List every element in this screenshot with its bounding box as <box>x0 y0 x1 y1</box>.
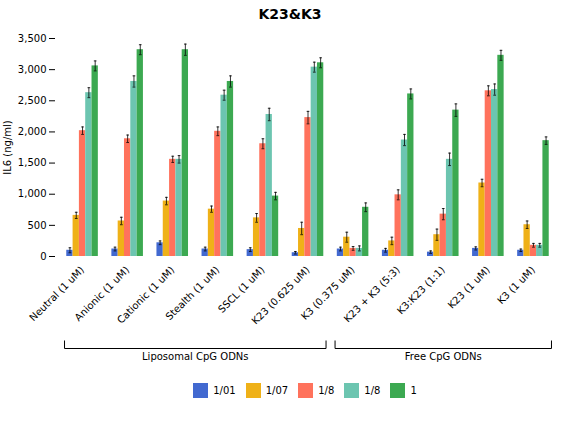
html-text:K23&K3: K23&K3 <box>258 6 322 22</box>
html-text:1: 1 <box>410 385 417 396</box>
html-text:1/07: 1/07 <box>265 385 289 396</box>
svg-text:Liposomal CpG ODNs: Liposomal CpG ODNs <box>142 351 249 362</box>
svg-text:SSCL (1 uM): SSCL (1 uM) <box>216 264 267 315</box>
svg-text:Neutral (1 uM): Neutral (1 uM) <box>27 264 87 324</box>
svg-text:3,000: 3,000 <box>18 64 47 75</box>
svg-text:K23 + K3 (5:3): K23 + K3 (5:3) <box>342 264 402 324</box>
svg-text:K23 (0.625 uM): K23 (0.625 uM) <box>249 264 312 327</box>
svg-text:K3 (0.375 uM): K3 (0.375 uM) <box>299 264 357 322</box>
svg-text:1,000: 1,000 <box>18 188 47 199</box>
svg-text:Anionic (1 uM): Anionic (1 uM) <box>72 264 132 323</box>
svg-text:Cationic (1 uM): Cationic (1 uM) <box>114 264 177 326</box>
svg-text:500: 500 <box>27 220 46 231</box>
svg-text:2,000: 2,000 <box>18 126 47 137</box>
svg-text:Free CpG ODNs: Free CpG ODNs <box>405 351 482 362</box>
html-text:1/8: 1/8 <box>318 385 335 396</box>
svg-text:K3 (1 uM): K3 (1 uM) <box>495 264 537 306</box>
svg-text:K3:K23 (1:1): K3:K23 (1:1) <box>395 264 447 316</box>
svg-text:IL6 (ng/ml): IL6 (ng/ml) <box>2 120 13 175</box>
svg-text:2,500: 2,500 <box>18 95 47 106</box>
svg-text:K23 (1 uM): K23 (1 uM) <box>446 264 493 311</box>
svg-text:3,500: 3,500 <box>18 33 47 44</box>
svg-text:0: 0 <box>40 251 46 262</box>
svg-text:1,500: 1,500 <box>18 157 47 168</box>
html-text:1/8: 1/8 <box>364 385 381 396</box>
html-text:1/01: 1/01 <box>213 385 236 396</box>
svg-text:Stealth (1 uM): Stealth (1 uM) <box>163 264 221 322</box>
